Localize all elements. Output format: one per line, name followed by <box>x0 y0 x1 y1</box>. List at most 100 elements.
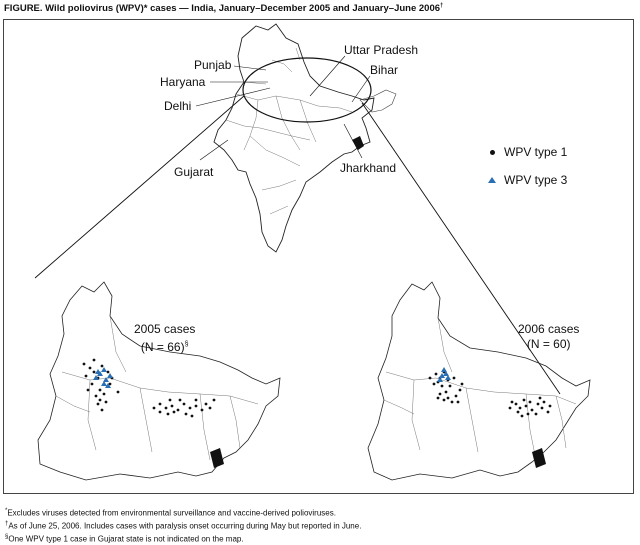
case-marker-type1 <box>194 404 198 408</box>
leader-punjab <box>233 65 267 71</box>
leader-up <box>309 55 346 97</box>
case-marker-type1 <box>172 410 176 414</box>
label-haryana: Haryana <box>160 75 206 89</box>
case-marker-type1 <box>208 406 212 410</box>
panel-2006-title: 2006 cases <box>518 322 580 336</box>
leader-gujarat <box>199 139 229 161</box>
case-marker-type1 <box>116 390 120 394</box>
case-marker-type1 <box>508 406 512 410</box>
case-marker-type3 <box>443 371 449 376</box>
case-marker-type1 <box>212 398 216 402</box>
case-marker-type1 <box>88 366 92 370</box>
case-marker-type1 <box>100 364 104 368</box>
case-marker-type1 <box>432 382 436 386</box>
footnotes: *Excludes viruses detected from environm… <box>5 506 361 545</box>
case-marker-type1 <box>94 394 98 398</box>
panel-2005-title: 2005 cases <box>134 322 196 336</box>
case-marker-type1 <box>188 406 192 410</box>
case-marker-type1 <box>452 376 456 380</box>
legend-label-type1: WPV type 1 <box>504 145 568 159</box>
case-marker-type1 <box>458 388 462 392</box>
case-marker-type1 <box>518 406 522 410</box>
case-marker-type1 <box>164 406 168 410</box>
case-marker-type1 <box>514 402 518 406</box>
footnote-2: †As of June 25, 2006. Includes cases wit… <box>5 521 362 531</box>
case-marker-type1 <box>170 404 174 408</box>
case-marker-type1 <box>520 414 524 418</box>
case-marker-type1 <box>524 404 528 408</box>
case-marker-type1 <box>204 402 208 406</box>
case-marker-type3 <box>95 369 101 374</box>
case-marker-type1 <box>548 404 552 408</box>
panel-2006-outline <box>367 281 591 481</box>
case-marker-type1 <box>158 402 162 406</box>
case-marker-type1 <box>428 376 432 380</box>
india-outline <box>213 23 375 253</box>
cases-2006 <box>428 367 552 418</box>
footnote-3: §One WPV type 1 case in Gujarat state is… <box>5 534 244 544</box>
case-marker-type1 <box>448 384 452 388</box>
case-marker-type1 <box>534 412 538 416</box>
legend-item-type1: WPV type 1 <box>486 142 567 162</box>
case-marker-type3 <box>437 377 443 382</box>
case-marker-type1 <box>194 398 198 402</box>
label-uttar-pradesh: Uttar Pradesh <box>344 43 419 57</box>
case-marker-type1 <box>530 408 534 412</box>
case-marker-type1 <box>454 394 458 398</box>
case-marker-type3 <box>107 373 113 378</box>
case-marker-type1 <box>460 382 464 386</box>
case-marker-type1 <box>450 400 454 404</box>
case-marker-type3 <box>439 373 445 378</box>
panel-2005-bangladesh <box>210 448 224 468</box>
case-marker-type1 <box>90 382 94 386</box>
case-marker-type3 <box>101 367 107 372</box>
case-marker-type1 <box>108 382 112 386</box>
case-marker-type1 <box>98 388 102 392</box>
case-marker-type1 <box>168 398 172 402</box>
panel-2005-map <box>37 281 281 481</box>
case-marker-type1 <box>152 406 156 410</box>
case-marker-type1 <box>86 388 90 392</box>
label-bihar: Bihar <box>370 63 399 77</box>
case-marker-type1 <box>92 358 96 362</box>
leader-delhi <box>195 87 271 107</box>
case-marker-type1 <box>182 402 186 406</box>
case-marker-type1 <box>158 410 162 414</box>
case-marker-type1 <box>440 384 444 388</box>
case-marker-type1 <box>522 398 526 402</box>
case-marker-type3 <box>93 375 99 380</box>
dot-icon <box>486 146 498 158</box>
case-marker-type1 <box>536 402 540 406</box>
figure-frame <box>3 19 634 494</box>
case-marker-type1 <box>92 370 96 374</box>
case-marker-type1 <box>190 414 194 418</box>
leader-bihar <box>351 75 371 103</box>
case-marker-type1 <box>538 396 542 400</box>
case-marker-type1 <box>84 374 88 378</box>
case-marker-type1 <box>434 372 438 376</box>
case-marker-type3 <box>101 381 107 386</box>
case-marker-type3 <box>105 383 111 388</box>
case-marker-type1 <box>176 408 180 412</box>
panel-2006-caption: 2006 cases (N = 60) <box>518 322 579 352</box>
case-marker-type1 <box>178 398 182 402</box>
case-marker-type1 <box>528 400 532 404</box>
panel-2006-states <box>383 317 577 461</box>
case-marker-type1 <box>444 390 448 394</box>
legend-item-type3: WPV type 3 <box>486 170 567 190</box>
bangladesh-marker <box>352 136 364 150</box>
focus-ellipse <box>242 57 372 123</box>
panel-2005-caption: 2005 cases (N = 66)§ <box>134 322 195 355</box>
leader-jharkhand <box>343 123 363 159</box>
case-marker-type1 <box>104 400 108 404</box>
case-marker-type1 <box>442 398 446 402</box>
case-marker-type3 <box>445 375 451 380</box>
legend-label-type3: WPV type 3 <box>504 173 568 187</box>
figure-title: FIGURE. Wild poliovirus (WPV)* cases — I… <box>4 3 444 15</box>
triangle-icon <box>486 174 498 186</box>
zoom-line-left <box>34 95 245 279</box>
case-marker-type1 <box>102 392 106 396</box>
label-jharkhand: Jharkhand <box>340 161 397 175</box>
panel-2005-outline <box>37 281 281 481</box>
